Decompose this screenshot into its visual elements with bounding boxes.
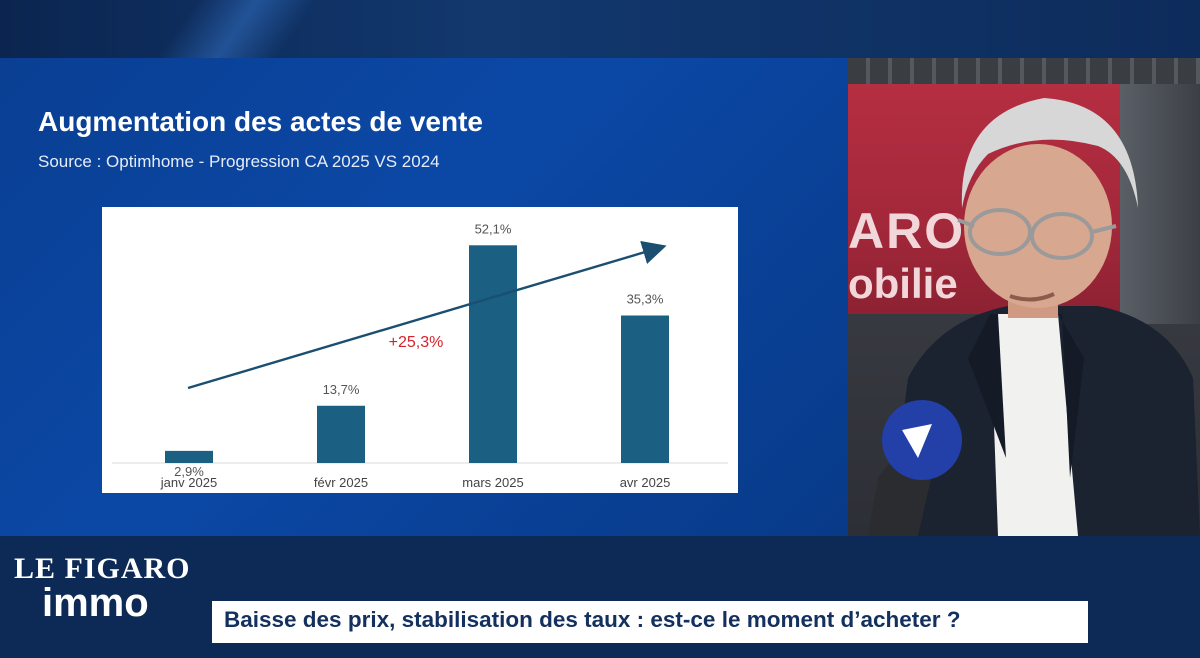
immo-logo: immo <box>42 581 149 625</box>
slide-panel: Augmentation des actes de vente Source :… <box>0 58 848 536</box>
tick-label-3: mars 2025 <box>462 475 523 490</box>
trend-annotation: +25,3% <box>389 334 444 351</box>
background-sign-text-1: ARO <box>848 203 966 259</box>
data-label-3: 52,1% <box>475 221 512 236</box>
data-label-4: 35,3% <box>627 291 664 306</box>
data-label-2: 13,7% <box>323 382 360 397</box>
bar-chart: 2,9%janv 2025 13,7% févr 2025 52,1% mars 202… <box>112 221 728 490</box>
bar-3 <box>469 245 517 463</box>
bar-1 <box>165 450 213 463</box>
tick-label-1: janv 2025 <box>160 475 217 490</box>
lower-third-text: Baisse des prix, stabilisation des taux … <box>224 607 961 632</box>
trend-arrow <box>187 240 667 390</box>
background-ceiling <box>848 58 1200 84</box>
bar-2 <box>317 405 365 463</box>
top-banner-background <box>0 0 1200 58</box>
background-sign-text-2: obilie <box>848 260 958 307</box>
tick-label-4: avr 2025 <box>620 475 671 490</box>
data-label-1: 2,9% <box>174 464 204 479</box>
background-window <box>1120 84 1200 324</box>
guest-camera-feed: ARO obilie <box>848 58 1200 536</box>
chart-card: 2,9% janv 2025 13,7% févr 2025 52,1% mars 202… <box>102 207 738 493</box>
bar-4 <box>621 315 669 463</box>
lower-third-caption: Baisse des prix, stabilisation des taux … <box>212 601 1088 643</box>
microphone-icon <box>868 400 962 536</box>
le-figaro-logo: LE FIGARO <box>14 552 191 585</box>
chart-source: Source : Optimhome - Progression CA 2025… <box>38 152 440 171</box>
chart-title: Augmentation des actes de vente <box>38 106 484 137</box>
tick-label-2: févr 2025 <box>314 475 368 490</box>
guest-figure <box>888 98 1200 536</box>
